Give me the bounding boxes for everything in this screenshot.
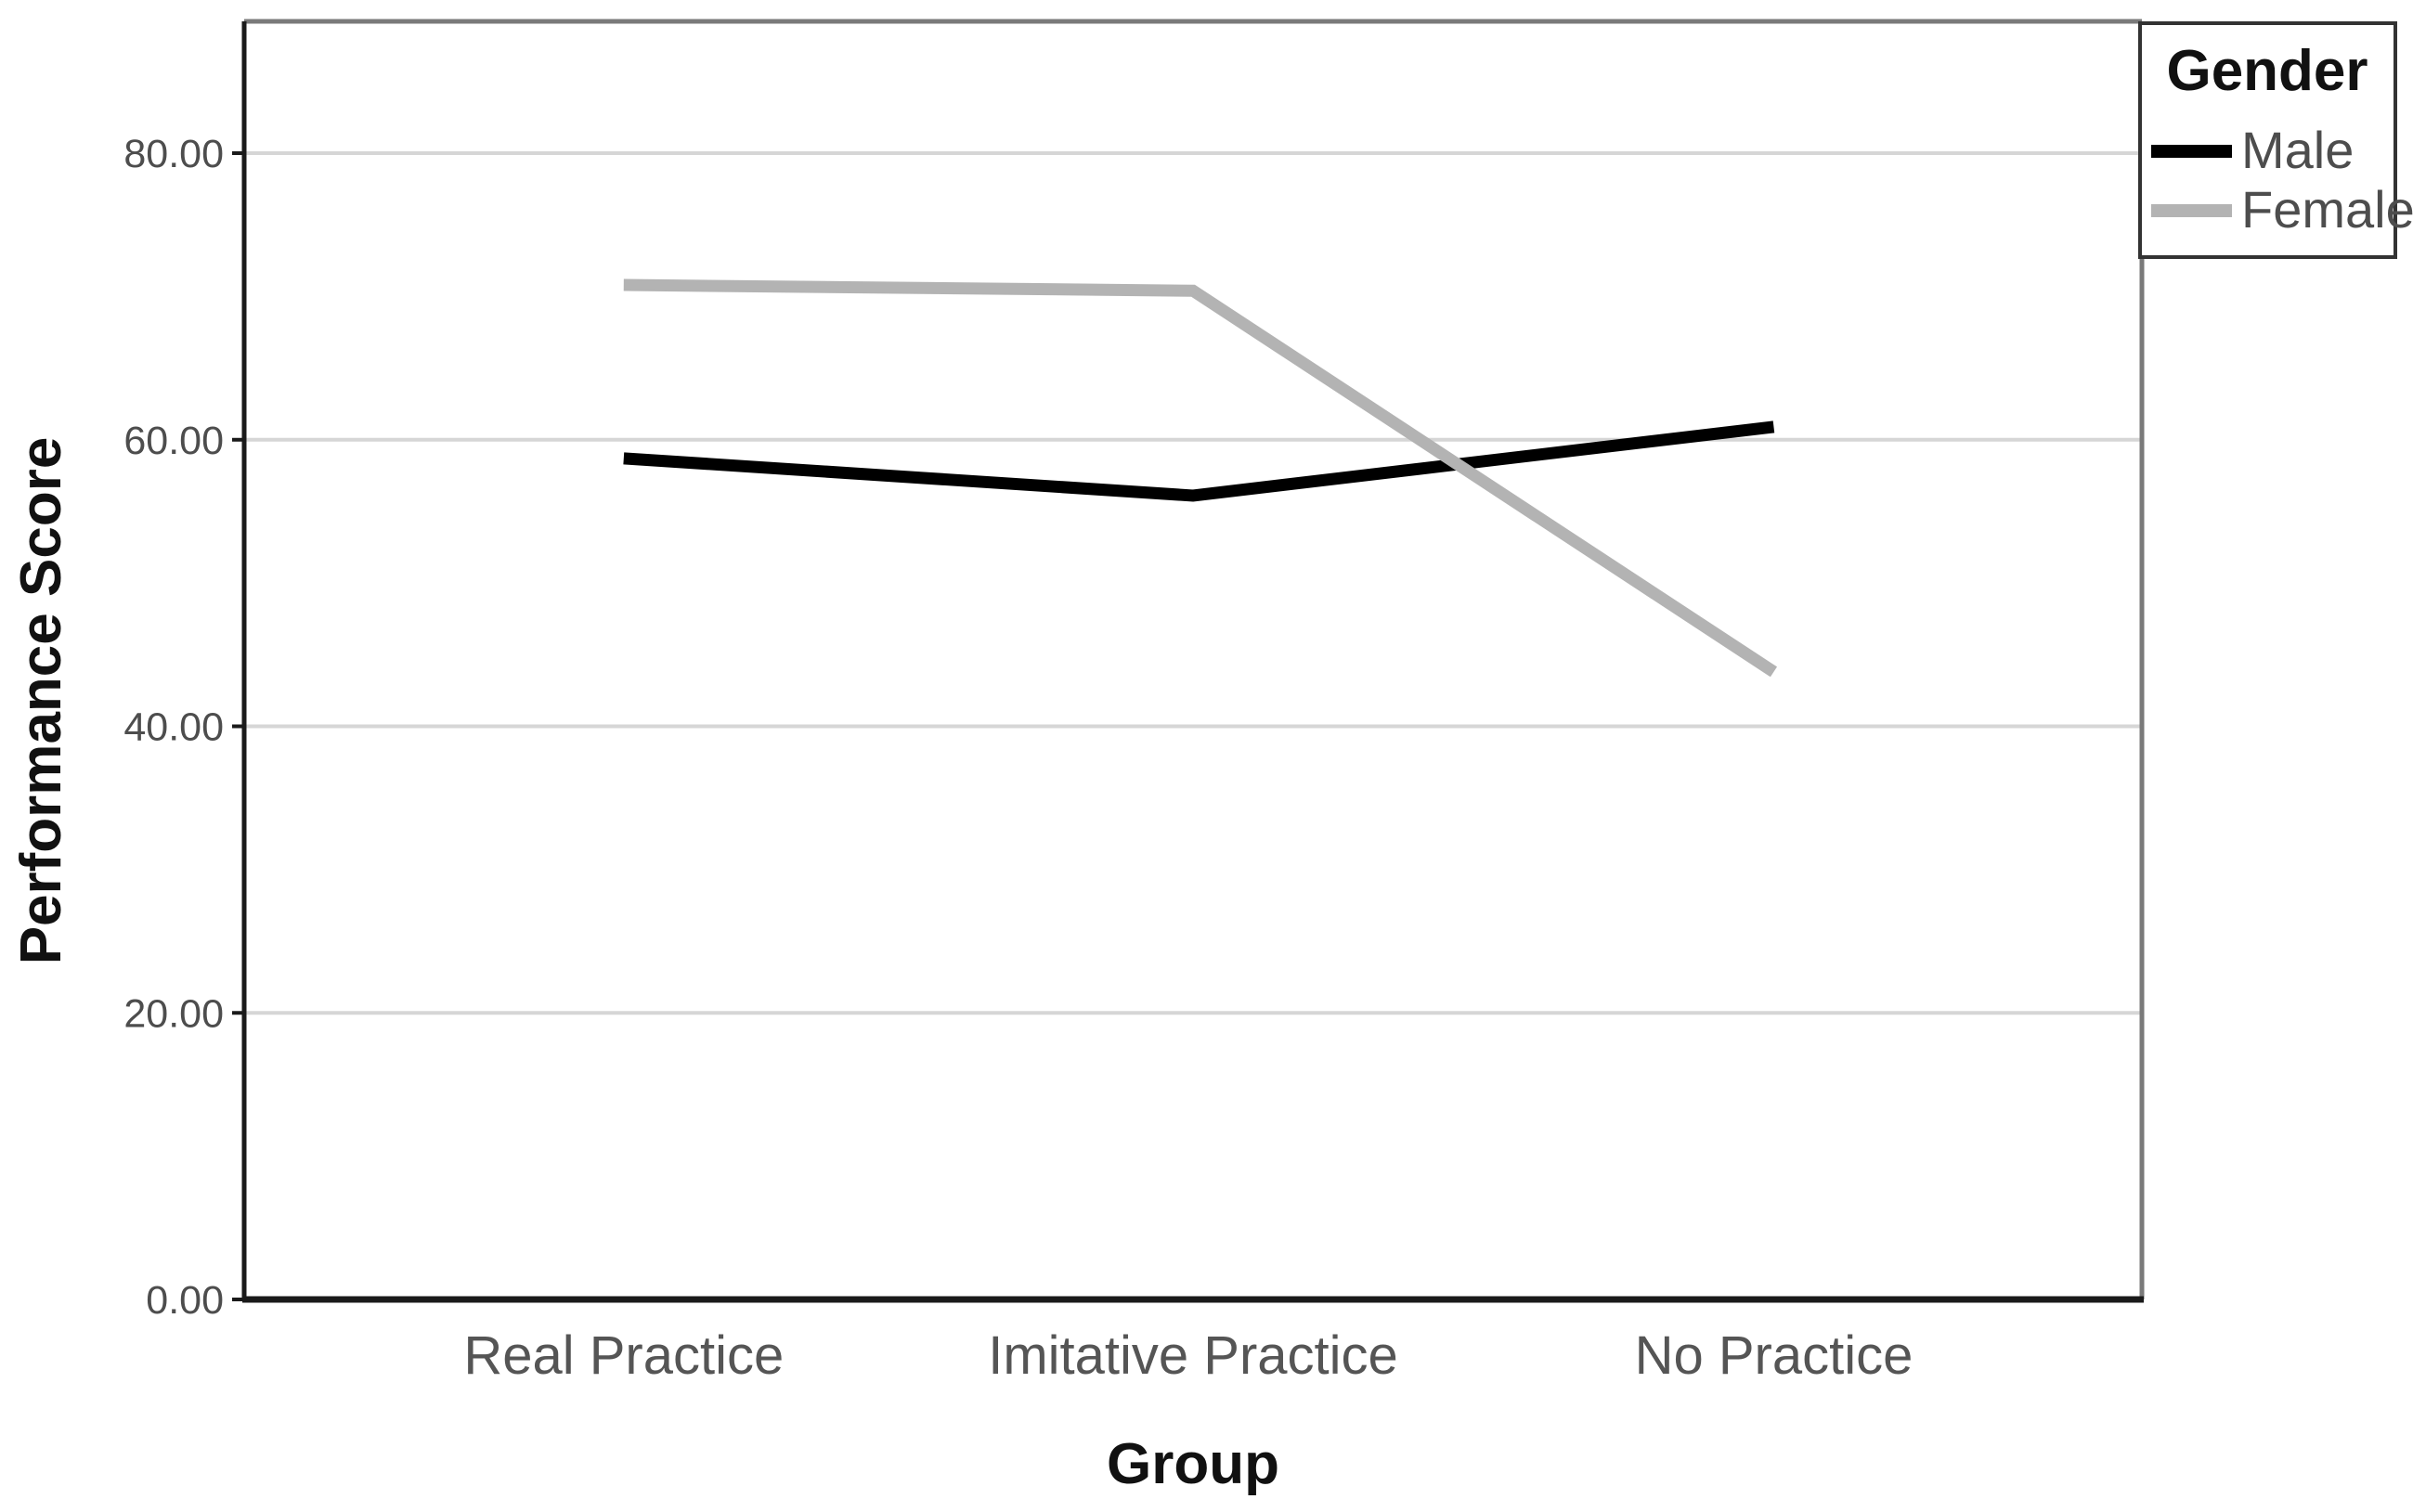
x-category-label: Real Practice: [463, 1325, 784, 1386]
legend-box: [2138, 21, 2397, 259]
series-lines: [623, 278, 1778, 678]
legend-title: Gender: [2166, 39, 2368, 103]
series-line-female: [623, 278, 1778, 678]
plot-frame: [232, 19, 2145, 1303]
series-line-male: [623, 420, 1775, 502]
legend: Gender Male Female: [2138, 21, 2413, 259]
legend-item-male: Male: [2151, 121, 2354, 179]
legend-label-male: Male: [2241, 121, 2354, 179]
y-axis-title: Performance Score: [9, 437, 73, 965]
x-category-label: Imitative Practice: [988, 1325, 1398, 1386]
gridlines: [244, 151, 2142, 1015]
legend-item-female: Female: [2151, 180, 2413, 239]
y-tick-label: 40.00: [123, 705, 224, 750]
x-category-label: No Practice: [1635, 1325, 1914, 1386]
y-tick-label: 20.00: [123, 991, 224, 1036]
y-tick-labels: 0.00 20.00 40.00 60.00 80.00: [123, 132, 224, 1323]
legend-label-female: Female: [2241, 180, 2413, 239]
y-tick-label: 80.00: [123, 132, 224, 176]
y-tick-label: 60.00: [123, 419, 224, 463]
x-axis-title: Group: [1107, 1432, 1279, 1496]
x-category-labels: Real Practice Imitative Practice No Practi…: [463, 1325, 1913, 1386]
y-tick-label: 0.00: [146, 1278, 224, 1323]
